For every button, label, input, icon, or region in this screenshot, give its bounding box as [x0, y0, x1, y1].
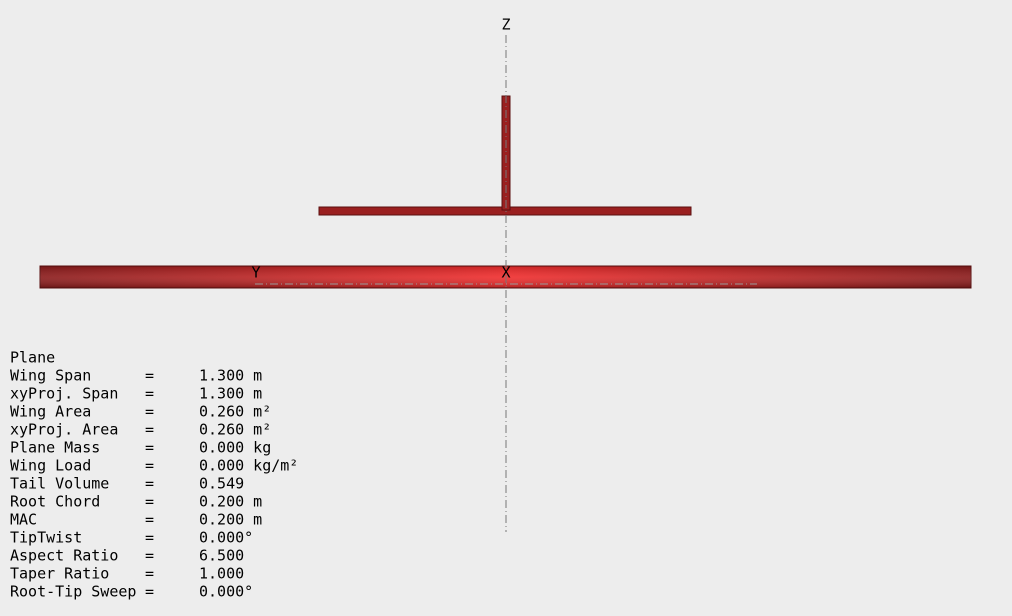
info-value: 1.300 m	[199, 367, 262, 385]
info-value: 6.500	[199, 547, 244, 565]
axis-label: Z	[501, 16, 510, 34]
info-label: Wing Area	[10, 403, 91, 421]
info-label: Wing Span	[10, 367, 91, 385]
info-label: MAC	[10, 511, 37, 529]
info-label: Tail Volume	[10, 475, 109, 493]
info-separator: =	[145, 529, 154, 547]
info-label: Wing Load	[10, 457, 91, 475]
info-value: 0.260 m²	[199, 403, 271, 421]
info-separator: =	[145, 385, 154, 403]
info-separator: =	[145, 511, 154, 529]
info-separator: =	[145, 493, 154, 511]
info-label: Taper Ratio	[10, 565, 109, 583]
info-value: 0.000°	[199, 529, 253, 547]
info-value: 1.300 m	[199, 385, 262, 403]
info-value: 0.200 m	[199, 493, 262, 511]
info-separator: =	[145, 583, 154, 601]
info-value: 1.000	[199, 565, 244, 583]
info-value: 0.260 m²	[199, 421, 271, 439]
info-title: Plane	[10, 349, 55, 367]
info-separator: =	[145, 421, 154, 439]
info-separator: =	[145, 565, 154, 583]
info-label: xyProj. Span	[10, 385, 118, 403]
info-separator: =	[145, 403, 154, 421]
info-label: Root-Tip Sweep	[10, 583, 136, 601]
info-value: 0.549	[199, 475, 244, 493]
info-label: TipTwist	[10, 529, 82, 547]
info-label: Root Chord	[10, 493, 100, 511]
info-value: 0.000 kg	[199, 439, 271, 457]
info-label: Plane Mass	[10, 439, 100, 457]
info-value: 0.000 kg/m²	[199, 457, 298, 475]
info-label: Aspect Ratio	[10, 547, 118, 565]
axis-label: X	[501, 264, 510, 282]
info-separator: =	[145, 367, 154, 385]
info-separator: =	[145, 457, 154, 475]
info-label: xyProj. Area	[10, 421, 118, 439]
info-separator: =	[145, 475, 154, 493]
info-value: 0.000°	[199, 583, 253, 601]
info-separator: =	[145, 439, 154, 457]
axis-label: Y	[251, 264, 260, 282]
info-value: 0.200 m	[199, 511, 262, 529]
info-separator: =	[145, 547, 154, 565]
